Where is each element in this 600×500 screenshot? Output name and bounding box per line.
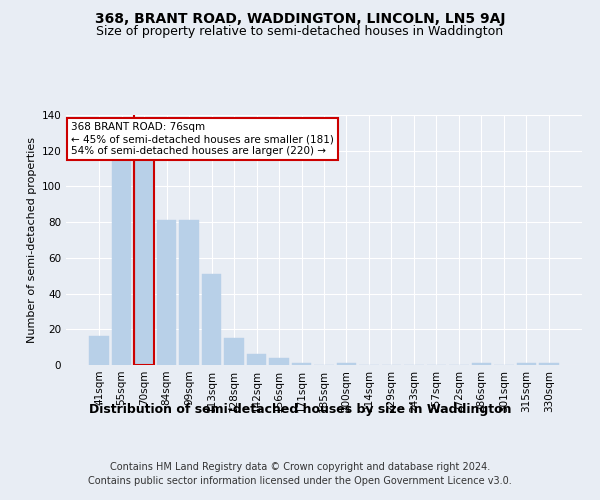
Bar	[134, 158, 154, 365]
Bar	[517, 363, 536, 365]
Text: Distribution of semi-detached houses by size in Waddington: Distribution of semi-detached houses by …	[89, 402, 511, 415]
Bar	[112, 158, 131, 365]
Bar	[202, 274, 221, 365]
Bar	[157, 220, 176, 365]
Bar	[89, 336, 109, 365]
Bar	[224, 338, 244, 365]
Text: Contains HM Land Registry data © Crown copyright and database right 2024.: Contains HM Land Registry data © Crown c…	[110, 462, 490, 472]
Bar	[292, 363, 311, 365]
Y-axis label: Number of semi-detached properties: Number of semi-detached properties	[27, 137, 37, 343]
Bar	[337, 363, 356, 365]
Bar	[472, 363, 491, 365]
Bar	[247, 354, 266, 365]
Text: Contains public sector information licensed under the Open Government Licence v3: Contains public sector information licen…	[88, 476, 512, 486]
Bar	[269, 358, 289, 365]
Text: 368 BRANT ROAD: 76sqm
← 45% of semi-detached houses are smaller (181)
54% of sem: 368 BRANT ROAD: 76sqm ← 45% of semi-deta…	[71, 122, 334, 156]
Text: 368, BRANT ROAD, WADDINGTON, LINCOLN, LN5 9AJ: 368, BRANT ROAD, WADDINGTON, LINCOLN, LN…	[95, 12, 505, 26]
Bar	[134, 158, 154, 365]
Bar	[179, 220, 199, 365]
Text: Size of property relative to semi-detached houses in Waddington: Size of property relative to semi-detach…	[97, 25, 503, 38]
Bar	[539, 363, 559, 365]
